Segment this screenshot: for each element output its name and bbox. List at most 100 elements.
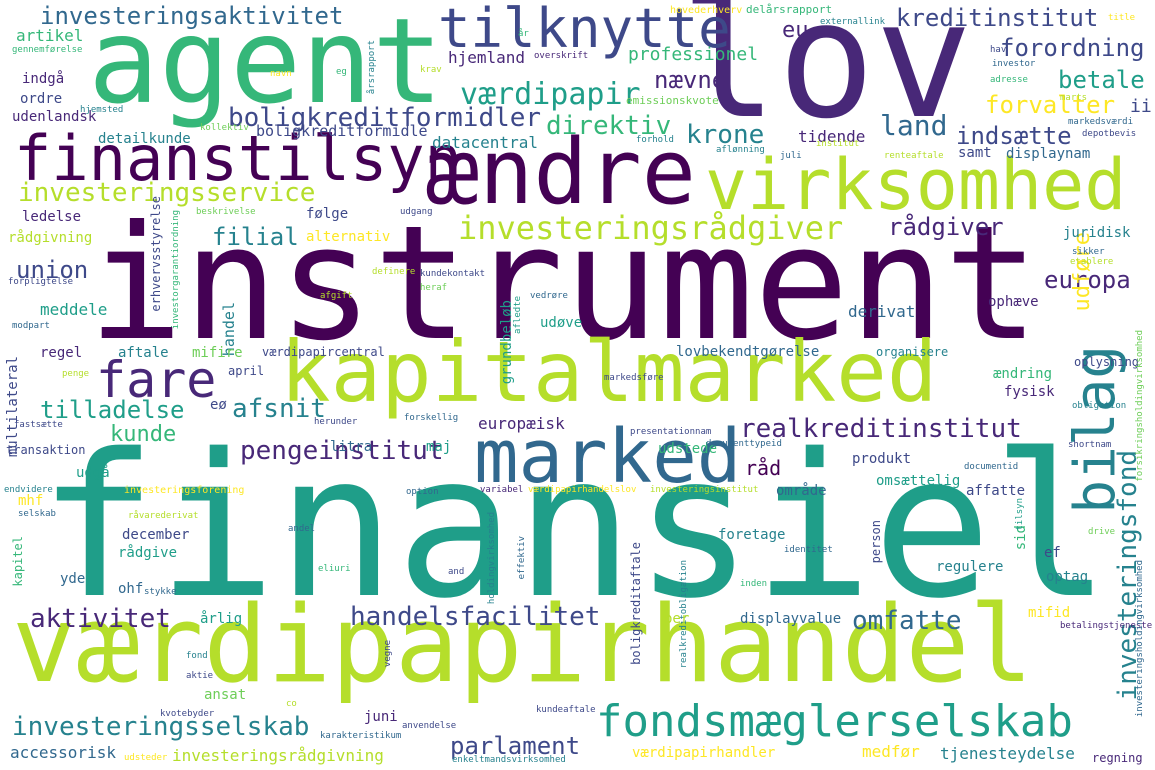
word-andel: andel [288,524,316,534]
word-title: title [1108,13,1136,23]
word-hjemland: hjemland [448,48,526,67]
word-investeringsraadgivning: investeringsrådgivning [172,746,384,765]
word-omraade: område [776,483,827,499]
word-investeringsholdingvirksomhed: investeringsholdingvirksomhed [1135,560,1145,718]
word-renteaftale: renteaftale [884,151,944,161]
word-investeringsselskab: investeringsselskab [12,712,310,742]
word-fondsmaeglerselskab: fondsmæglerselskab [596,696,1073,747]
word-institut: institut [816,139,860,149]
word-ef: ef [1044,545,1061,561]
word-adresse: adresse [990,75,1028,85]
word-aar: år [518,29,529,39]
word-realkreditinstitut: realkreditinstitut [740,414,1022,444]
word-juni: juni [364,709,398,725]
word-drive: drive [1088,527,1116,537]
word-udsteder: udsteder [124,753,168,763]
word-yde: yde [60,571,86,587]
word-naevne: nævne [654,66,727,94]
word-investor: investor [992,59,1036,69]
word-kollektiv: kollektiv [200,123,249,133]
word-indsaette: indsætte [956,122,1072,150]
word-karakteristikum: karakteristikum [320,731,402,741]
word-endvidere: endvidere [4,485,53,495]
word-foelge: følge [306,206,349,222]
word-forhold: forhold [636,135,674,145]
word-anvendelse: anvendelse [402,721,457,731]
word-vedroere: vedrøre [530,291,568,301]
word-maj: maj [426,439,452,455]
word-eliuri: eliuri [318,564,351,574]
word-aktivitet: aktivitet [30,604,171,634]
word-aflanning: aflønning [716,145,765,155]
word-kapitalmarked: kapitalmarked [280,323,938,421]
word-fare: fare [96,351,217,409]
word-europa: europa [1044,266,1131,294]
word-inden: inden [740,579,768,589]
word-forvalter: forvalter [985,91,1116,119]
word-forsikringsholdingvirksomhed: forsikringsholdingvirksomhed [1135,330,1145,482]
word-fond: fond [186,651,208,661]
word-vaerdipapircentral: værdipapircentral [262,345,385,359]
word-tilladelse: tilladelse [40,396,185,424]
word-tilknytte: tilknytte [438,0,731,60]
word-effektiv: effektiv [517,536,527,580]
word-udenlandsk: udenlandsk [12,109,97,125]
word-displaynam: displaynam [1006,146,1091,162]
word-fastsaette: fastsætte [14,420,63,430]
word-erhvervsstyrelse: erhvervsstyrelse [149,196,163,312]
word-enkeltmandsvirksomhed: enkeltmandsvirksomhed [452,755,566,765]
word-aendring: ændring [993,366,1053,382]
word-forskellig: forskellig [404,413,459,423]
word-finansiel: finansiel [38,411,1111,642]
word-tidende: tidende [798,127,866,146]
word-samt: samt [958,145,992,161]
word-aktie: aktie [186,671,214,681]
word-afledte: afledte [513,296,523,334]
word-externallink: externallink [820,17,886,27]
word-documenttypeid: documenttypeid [706,439,782,449]
word-grundbeloeb: grundbeløb [499,300,515,385]
word-investeringsforening: investeringsforening [124,485,245,496]
word-aarsrapport: årsrapport [367,40,377,95]
word-afsnit: afsnit [232,394,326,424]
word-medfoer: medfør [862,742,920,761]
word-penge: penge [62,369,90,379]
word-litra: litra [330,439,373,455]
word-omfatte: omfatte [852,606,962,636]
word-artikel: artikel [16,26,84,45]
word-raad: råd [745,456,782,480]
word-vaerdipapirhandel: værdipapirhandel [12,583,1034,706]
word-direktiv: direktiv [546,111,672,141]
word-europaeisk: europæisk [478,414,565,433]
word-krone: krone [686,120,765,150]
word-alternativ: alternativ [306,229,391,245]
word-ophaeve: ophæve [988,294,1039,310]
word-gennemfoerelse: gennemførelse [12,45,83,55]
word-omsaettelig: omsættelig [876,473,961,489]
word-kvotebyder: kvotebyder [160,709,215,719]
word-ii: ii [1130,96,1152,117]
word-vaerdipapirhandelslov: værdipapirhandelslov [528,485,637,495]
word-etablere: etablere [1070,257,1114,267]
word-investeringsraadgiver: investeringsrådgiver [458,209,844,247]
word-kreditinstitut: kreditinstitut [896,4,1099,32]
word-derivat: derivat [848,302,916,321]
word-multilateral: multilateral [5,356,21,458]
word-oplysning: oplysning [1074,355,1140,369]
word-december: december [122,527,190,543]
word-mifid: mifid [1028,605,1071,621]
word-finanstilsyn: finanstilsyn [14,122,462,195]
word-lov: lov [680,0,973,155]
word-hav: hav [990,45,1007,55]
word-kapitel: kapitel [11,536,25,587]
word-produkt: produkt [852,451,912,467]
word-datacentral: datacentral [432,133,538,152]
word-handelsfacilitet: handelsfacilitet [350,602,601,632]
word-mhf: mhf [18,493,44,509]
word-forordning: forordning [1000,34,1145,62]
word-optag: optag [1046,569,1089,585]
word-regulere: regulere [936,559,1004,575]
word-marts: marts [1060,93,1088,103]
word-raadgivning: rådgivning [8,230,93,246]
